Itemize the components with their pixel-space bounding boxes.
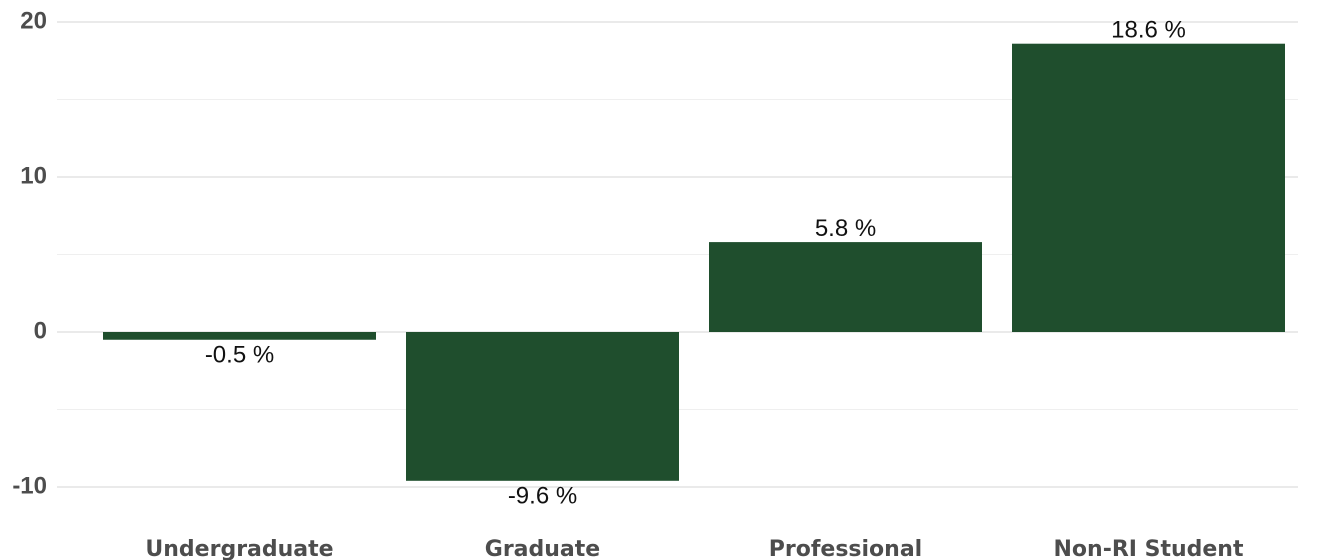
x-tick-label: Professional [769, 537, 922, 560]
y-tick-label: -10 [12, 472, 47, 499]
x-tick-label: Non-RI Student [1054, 537, 1244, 560]
y-tick-label: 10 [20, 162, 47, 189]
data-label: -9.6 % [508, 483, 577, 510]
bar [103, 332, 376, 340]
y-tick-label: 0 [34, 317, 47, 344]
y-tick-label: 20 [20, 7, 47, 34]
x-tick-label: Undergraduate [145, 537, 333, 560]
data-label: 5.8 % [815, 215, 876, 242]
y-axis-ticks: -10 0 10 20 [12, 7, 47, 499]
bar [1012, 43, 1285, 332]
bars [103, 43, 1285, 481]
data-labels: -0.5 % -9.6 % 5.8 % 18.6 % [205, 17, 1186, 510]
x-axis-ticks: Undergraduate Graduate Professional Non-RI … [145, 537, 1244, 560]
data-label: -0.5 % [205, 342, 274, 369]
bar [406, 332, 679, 481]
x-tick-label: Graduate [485, 537, 600, 560]
data-label: 18.6 % [1111, 17, 1186, 44]
bar [709, 242, 982, 332]
